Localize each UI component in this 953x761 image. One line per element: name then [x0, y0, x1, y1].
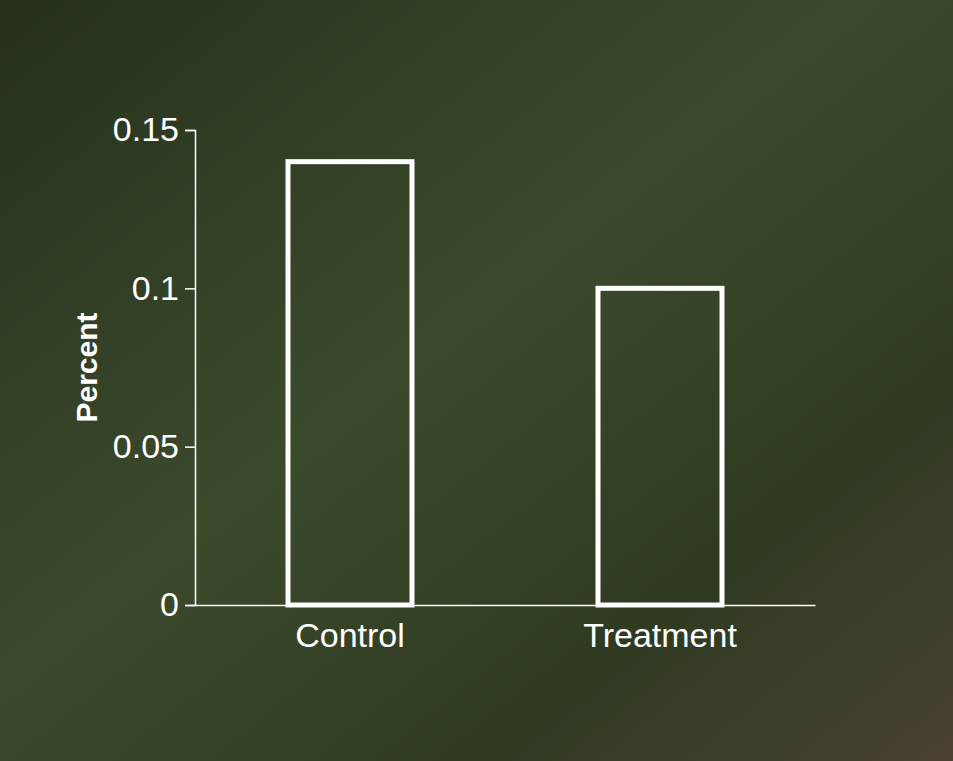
- y-tick-mark: [185, 446, 195, 448]
- y-axis: 0 0.05 0.1 0.15: [113, 110, 196, 623]
- y-tick-mark: [185, 288, 195, 290]
- x-tick: Control: [295, 605, 405, 654]
- y-tick-label: 0: [160, 585, 179, 623]
- plot: 0 0.05 0.1 0.15 Control Treatment: [113, 110, 816, 654]
- y-axis-title: Percent: [70, 312, 103, 422]
- x-axis-line: [196, 605, 816, 607]
- y-tick: 0.15: [113, 110, 195, 148]
- background: [0, 0, 953, 761]
- y-tick: 0.1: [132, 269, 195, 307]
- y-tick: 0: [160, 585, 195, 623]
- bar: [598, 288, 722, 605]
- y-axis-line: [185, 131, 196, 606]
- x-tick-label: Treatment: [583, 616, 737, 654]
- y-tick-mark: [185, 605, 195, 607]
- x-tick-label: Control: [295, 616, 405, 654]
- chart: 0 0.05 0.1 0.15 Control Treatment Percent: [0, 0, 953, 761]
- y-tick-label: 0.1: [132, 269, 179, 307]
- y-tick-mark: [185, 130, 195, 132]
- y-tick: 0.05: [113, 427, 195, 465]
- x-tick: Treatment: [583, 605, 737, 654]
- bars: [288, 162, 722, 605]
- y-tick-label: 0.05: [113, 427, 179, 465]
- y-tick-label: 0.15: [113, 110, 179, 148]
- bar: [288, 162, 412, 605]
- x-axis: Control Treatment: [196, 605, 816, 654]
